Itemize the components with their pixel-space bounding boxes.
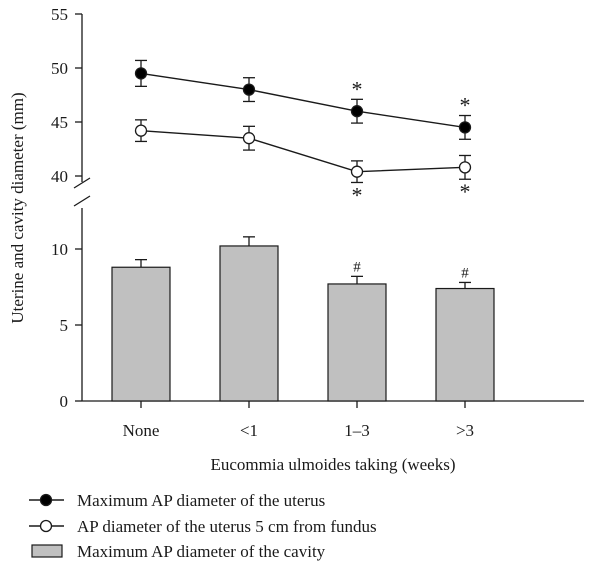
data-point xyxy=(350,165,364,178)
axis-break-mark xyxy=(73,177,91,189)
bar-significance-mark: # xyxy=(353,259,361,275)
legend-label: Maximum AP diameter of the cavity xyxy=(77,542,326,561)
data-point xyxy=(458,161,472,174)
significance-mark: * xyxy=(352,182,363,207)
x-tick-label: >3 xyxy=(456,421,474,440)
significance-mark: * xyxy=(460,179,471,204)
x-tick-label: None xyxy=(123,421,160,440)
data-point xyxy=(350,105,364,118)
legend-label: Maximum AP diameter of the uterus xyxy=(77,491,325,510)
bar xyxy=(111,266,171,402)
y-tick-label: 5 xyxy=(60,316,69,335)
legend-bar-swatch xyxy=(31,544,63,558)
data-point xyxy=(134,124,148,137)
x-tick-label: 1–3 xyxy=(344,421,370,440)
y-axis-title: Uterine and cavity diameter (mm) xyxy=(8,92,27,323)
series-line xyxy=(140,72,466,129)
data-point xyxy=(242,132,256,145)
data-point xyxy=(242,83,256,96)
legend-marker-swatch xyxy=(39,519,53,533)
bar xyxy=(219,245,279,402)
y-tick-label: 0 xyxy=(60,392,69,411)
bar xyxy=(327,283,387,402)
significance-mark: * xyxy=(460,93,471,118)
series-line xyxy=(140,129,466,173)
bar-significance-mark: # xyxy=(461,265,469,281)
legend-marker-swatch xyxy=(39,493,53,507)
bar xyxy=(435,287,495,402)
y-tick-label: 40 xyxy=(51,167,68,186)
significance-mark: * xyxy=(352,76,363,101)
data-point xyxy=(458,121,472,134)
x-tick-label: <1 xyxy=(240,421,258,440)
y-tick-label: 45 xyxy=(51,113,68,132)
legend: Maximum AP diameter of the uterus AP diam… xyxy=(29,491,377,561)
x-axis-title: Eucommia ulmoides taking (weeks) xyxy=(210,455,455,474)
plot-area: 0 5 10 40 45 50 55 None <1 1–3 >3 # # * * * * xyxy=(51,5,584,440)
legend-label: AP diameter of the uterus 5 cm from fund… xyxy=(77,517,377,536)
y-tick-label: 10 xyxy=(51,240,68,259)
y-tick-label: 55 xyxy=(51,5,68,24)
y-tick-label: 50 xyxy=(51,59,68,78)
axis-break-mark xyxy=(73,195,91,207)
data-point xyxy=(134,67,148,80)
